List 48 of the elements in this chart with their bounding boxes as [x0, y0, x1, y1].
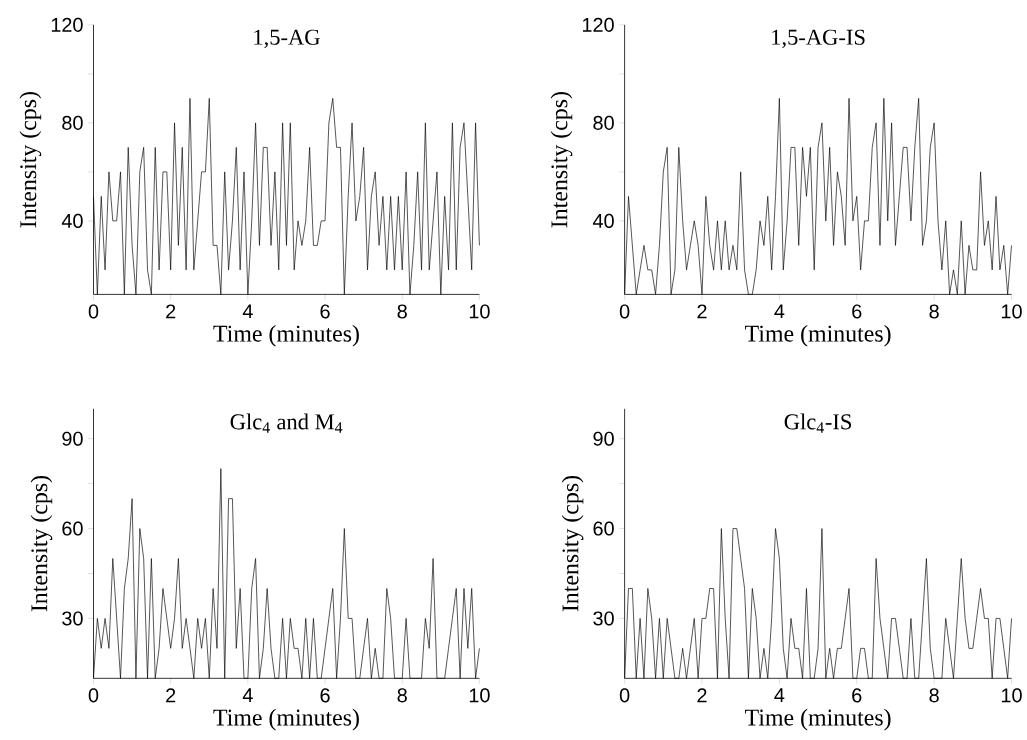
chart-title: Glc$_{4}$-IS — [784, 413, 852, 433]
x-tick-label: 4 — [774, 688, 785, 702]
y-tick-label: 30 — [62, 611, 83, 626]
x-tick-label: 4 — [242, 304, 253, 319]
chart-title: Glc$_{4}$ and M$_{4}$ — [230, 413, 343, 433]
y-axis-title: Intensity (cps) — [561, 476, 584, 612]
x-tick-label: 10 — [1001, 688, 1022, 703]
x-tick-label: 0 — [88, 688, 99, 703]
x-tick-label: 8 — [397, 688, 407, 703]
chart-title: 1,5-AG-IS — [772, 29, 865, 49]
y-tick-label: 90 — [62, 431, 83, 446]
x-axis-title: Time (minutes) — [213, 708, 359, 731]
x-tick-label: 8 — [929, 304, 939, 319]
x-tick-label: 6 — [320, 304, 330, 319]
y-tick-label: 80 — [62, 115, 83, 130]
x-tick-label: 6 — [320, 688, 330, 703]
x-tick-label: 0 — [88, 304, 99, 319]
x-tick-label: 10 — [469, 304, 490, 319]
x-tick-label: 2 — [166, 304, 176, 319]
y-tick-label: 120 — [582, 17, 614, 32]
y-tick-label: 60 — [593, 521, 614, 536]
chart-title: 1,5-AG — [254, 29, 320, 49]
x-tick-label: 2 — [697, 688, 707, 703]
x-axis-title: Time (minutes) — [745, 708, 891, 731]
y-tick-label: 90 — [593, 431, 614, 446]
y-axis-title: Intensity (cps) — [30, 476, 53, 612]
y-tick-label: 60 — [62, 521, 83, 536]
y-tick-label: 40 — [61, 213, 83, 228]
x-axis-title: Time (minutes) — [745, 324, 891, 347]
x-tick-label: 8 — [929, 688, 939, 703]
x-tick-label: 10 — [469, 688, 490, 703]
x-tick-label: 0 — [619, 304, 630, 319]
x-tick-label: 4 — [774, 304, 785, 319]
x-tick-label: 6 — [852, 688, 862, 703]
x-tick-label: 4 — [242, 688, 253, 702]
y-tick-label: 40 — [592, 213, 614, 228]
y-axis-title: Intensity (cps) — [19, 92, 42, 228]
x-axis-title: Time (minutes) — [213, 324, 359, 347]
x-tick-label: 2 — [697, 304, 707, 319]
x-tick-label: 6 — [852, 304, 862, 319]
y-tick-label: 80 — [593, 115, 614, 130]
x-tick-label: 10 — [1001, 304, 1022, 319]
y-tick-label: 120 — [51, 17, 83, 32]
x-tick-label: 8 — [397, 304, 407, 319]
x-tick-label: 0 — [619, 688, 630, 703]
x-tick-label: 2 — [166, 688, 176, 703]
y-axis-title: Intensity (cps) — [550, 92, 573, 228]
y-tick-label: 30 — [593, 611, 614, 626]
